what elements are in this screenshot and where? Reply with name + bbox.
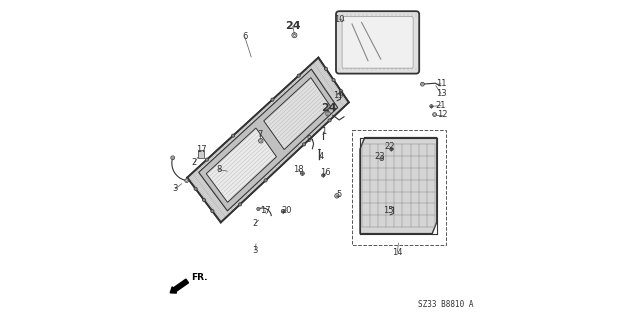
Text: SZ33 B8810 A: SZ33 B8810 A: [418, 300, 474, 309]
Text: 8: 8: [216, 165, 222, 174]
Circle shape: [264, 179, 268, 182]
Circle shape: [390, 148, 393, 151]
Circle shape: [302, 143, 306, 146]
Circle shape: [239, 203, 242, 206]
Text: 24: 24: [285, 21, 301, 31]
Text: 3: 3: [173, 184, 178, 193]
FancyArrow shape: [170, 279, 189, 293]
Circle shape: [433, 113, 436, 116]
Text: 4: 4: [319, 152, 324, 161]
Circle shape: [259, 139, 263, 143]
Text: 13: 13: [436, 89, 446, 98]
Circle shape: [186, 180, 188, 181]
Circle shape: [185, 179, 189, 182]
Polygon shape: [199, 69, 338, 211]
Text: 10: 10: [335, 15, 345, 24]
Text: 24: 24: [321, 103, 337, 113]
Circle shape: [328, 119, 332, 122]
Polygon shape: [187, 58, 349, 222]
Circle shape: [258, 208, 259, 210]
Circle shape: [335, 194, 339, 198]
Circle shape: [282, 209, 285, 213]
Circle shape: [321, 174, 325, 177]
Circle shape: [232, 134, 235, 137]
Text: 7: 7: [257, 130, 262, 139]
Circle shape: [172, 157, 173, 158]
Circle shape: [434, 114, 435, 115]
Circle shape: [327, 113, 329, 115]
Bar: [198, 150, 204, 158]
Text: 9: 9: [307, 135, 312, 144]
Circle shape: [292, 33, 297, 38]
Circle shape: [211, 210, 214, 213]
Text: 17: 17: [196, 145, 206, 154]
Circle shape: [301, 172, 305, 175]
Text: 3: 3: [252, 246, 258, 255]
Text: 17: 17: [260, 206, 270, 215]
Bar: [352, 130, 447, 245]
Text: 12: 12: [437, 110, 447, 119]
Circle shape: [297, 74, 300, 77]
Text: 20: 20: [281, 206, 292, 215]
Text: FR.: FR.: [191, 273, 208, 282]
Circle shape: [202, 198, 205, 202]
Text: 2: 2: [191, 158, 197, 167]
Text: 1: 1: [321, 127, 326, 136]
Circle shape: [194, 187, 197, 190]
Circle shape: [271, 98, 274, 101]
Circle shape: [340, 90, 343, 93]
Circle shape: [430, 105, 433, 108]
Text: 21: 21: [436, 101, 446, 110]
Circle shape: [332, 78, 335, 82]
Circle shape: [257, 207, 260, 211]
Text: 15: 15: [383, 206, 394, 215]
Text: 22: 22: [385, 142, 395, 151]
Text: 11: 11: [436, 79, 446, 88]
Circle shape: [324, 67, 328, 70]
Circle shape: [260, 140, 262, 142]
Circle shape: [380, 157, 384, 161]
Circle shape: [420, 82, 424, 86]
Text: 6: 6: [242, 32, 248, 41]
FancyBboxPatch shape: [336, 11, 419, 74]
Text: 19: 19: [333, 91, 344, 100]
Polygon shape: [264, 78, 330, 149]
FancyBboxPatch shape: [342, 17, 413, 68]
Circle shape: [422, 84, 423, 85]
Polygon shape: [360, 138, 437, 234]
Text: 23: 23: [375, 152, 385, 161]
Text: 18: 18: [293, 165, 303, 174]
Circle shape: [293, 34, 296, 36]
Circle shape: [326, 111, 330, 116]
Circle shape: [381, 158, 383, 159]
Circle shape: [336, 195, 338, 197]
Text: 16: 16: [321, 168, 331, 177]
Polygon shape: [206, 128, 276, 202]
Circle shape: [171, 156, 175, 160]
Circle shape: [205, 158, 209, 161]
Text: 5: 5: [336, 190, 341, 199]
Text: 2: 2: [253, 219, 258, 228]
Text: 14: 14: [392, 248, 403, 257]
